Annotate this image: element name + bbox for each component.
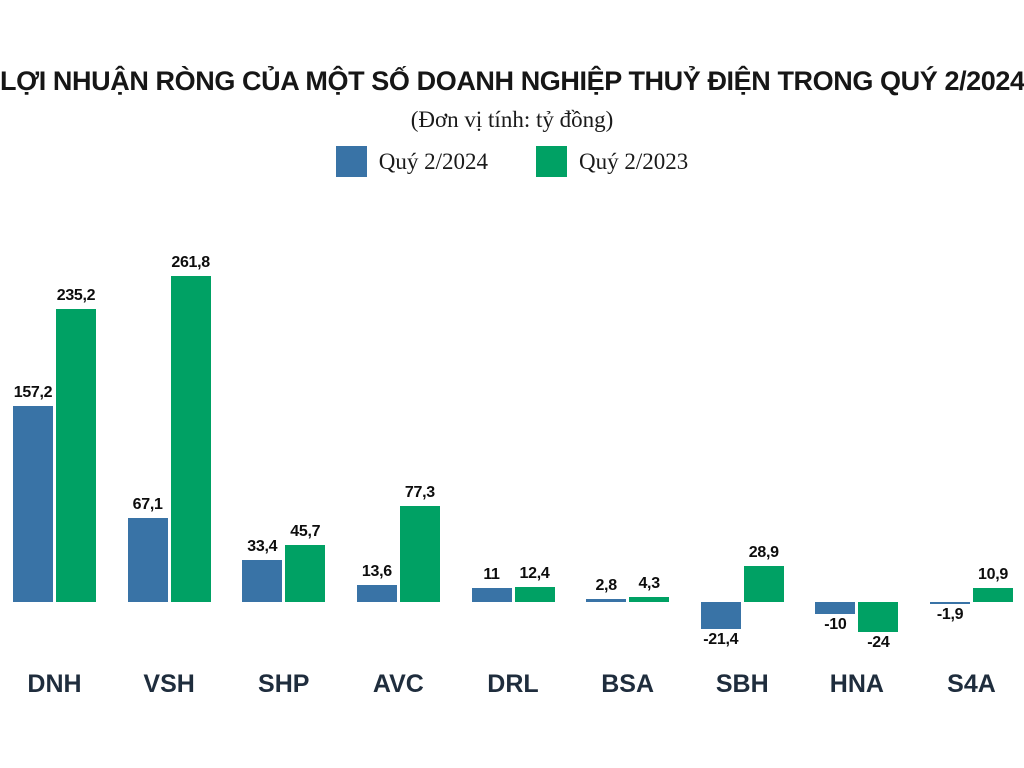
bar-value-label-vsh-q2-2024: 67,1 bbox=[132, 496, 163, 514]
bar-value-label-shp-q2-2023: 45,7 bbox=[290, 523, 321, 541]
category-label-hna: HNA bbox=[829, 670, 884, 698]
bar-vsh-q2-2023 bbox=[170, 276, 211, 602]
bar-bsa-q2-2024 bbox=[586, 598, 627, 602]
legend-swatch-q2-2024-icon bbox=[335, 146, 367, 177]
legend-label-q2-2024: Quý 2/2024 bbox=[378, 148, 488, 174]
bar-dnh-q2-2023 bbox=[56, 309, 96, 602]
bar-value-label-s4a-q2-2023: 10,9 bbox=[978, 566, 1008, 584]
bar-avc-q2-2023 bbox=[399, 505, 440, 602]
bar-value-label-dnh-q2-2024: 157,2 bbox=[13, 384, 53, 402]
bar-group-shp: 33,4 45,7 SHP bbox=[242, 240, 326, 710]
category-label-bsa: BSA bbox=[601, 670, 655, 698]
bar-group-drl: 11 12,4 DRL bbox=[471, 240, 555, 710]
bar-value-label-avc-q2-2024: 13,6 bbox=[361, 563, 392, 581]
bar-drl-q2-2023 bbox=[514, 586, 555, 602]
bar-group-vsh: 67,1 261,8 VSH bbox=[127, 240, 211, 710]
bar-value-label-dnh-q2-2023: 235,2 bbox=[56, 287, 96, 305]
bar-value-label-bsa-q2-2023: 4,3 bbox=[638, 574, 660, 592]
bar-shp-q2-2024 bbox=[242, 560, 283, 602]
category-label-drl: DRL bbox=[487, 670, 539, 698]
category-label-avc: AVC bbox=[372, 670, 424, 698]
chart-title: LỢI NHUẬN RÒNG CỦA MỘT SỐ DOANH NGHIỆP T… bbox=[0, 66, 1024, 96]
category-label-shp: SHP bbox=[258, 670, 310, 698]
bar-value-label-drl-q2-2024: 11 bbox=[483, 566, 500, 584]
legend-swatch-q2-2023-icon bbox=[536, 146, 567, 177]
bar-value-label-sbh-q2-2024: -21,4 bbox=[703, 630, 739, 648]
bar-group-s4a: -1,9 10,9 S4A bbox=[930, 240, 1013, 710]
bar-avc-q2-2024 bbox=[356, 585, 397, 602]
bar-group-avc: 13,6 77,3 AVC bbox=[356, 240, 440, 710]
legend-label-q2-2023: Quý 2/2023 bbox=[579, 148, 689, 174]
bar-hna-q2-2024 bbox=[815, 602, 856, 615]
bar-s4a-q2-2024 bbox=[930, 602, 970, 605]
legend: Quý 2/2024 Quý 2/2023 bbox=[0, 146, 1024, 177]
bar-shp-q2-2023 bbox=[285, 545, 326, 602]
bar-s4a-q2-2023 bbox=[973, 588, 1013, 602]
bar-sbh-q2-2024 bbox=[700, 602, 741, 629]
bar-value-label-shp-q2-2024: 33,4 bbox=[247, 538, 278, 556]
category-label-vsh: VSH bbox=[143, 670, 195, 698]
bar-drl-q2-2024 bbox=[471, 588, 512, 602]
bar-hna-q2-2023 bbox=[858, 602, 899, 632]
bar-group-dnh: 157,2 235,2 DNH bbox=[13, 240, 96, 710]
category-label-sbh: SBH bbox=[715, 670, 769, 698]
bar-value-label-bsa-q2-2024: 2,8 bbox=[595, 576, 617, 594]
bar-value-label-hna-q2-2024: -10 bbox=[824, 616, 847, 634]
category-label-s4a: S4A bbox=[947, 670, 996, 698]
bar-vsh-q2-2024 bbox=[127, 518, 168, 602]
legend-item-q2-2024: Quý 2/2024 bbox=[335, 146, 488, 177]
bar-value-label-drl-q2-2023: 12,4 bbox=[519, 564, 550, 582]
bar-value-label-avc-q2-2023: 77,3 bbox=[404, 483, 435, 501]
bar-group-bsa: 2,8 4,3 BSA bbox=[586, 240, 670, 710]
legend-item-q2-2023: Quý 2/2023 bbox=[536, 146, 688, 177]
bar-value-label-s4a-q2-2024: -1,9 bbox=[936, 606, 964, 624]
bar-bsa-q2-2023 bbox=[629, 596, 670, 602]
bar-group-sbh: -21,4 28,9 SBH bbox=[700, 240, 784, 710]
bar-group-hna: -10 -24 HNA bbox=[815, 240, 899, 710]
category-label-dnh: DNH bbox=[27, 670, 82, 698]
bar-dnh-q2-2024 bbox=[13, 406, 53, 602]
plot-area: 157,2 235,2 DNH 67,1 261,8 VSH 33,4 45,7 SHP 13,6… bbox=[13, 240, 1013, 710]
chart-subtitle: (Đơn vị tính: tỷ đồng) bbox=[410, 107, 614, 132]
bar-value-label-vsh-q2-2023: 261,8 bbox=[171, 254, 210, 272]
bar-value-label-sbh-q2-2023: 28,9 bbox=[748, 544, 779, 562]
bar-value-label-hna-q2-2023: -24 bbox=[867, 633, 890, 651]
bar-sbh-q2-2023 bbox=[743, 566, 784, 602]
